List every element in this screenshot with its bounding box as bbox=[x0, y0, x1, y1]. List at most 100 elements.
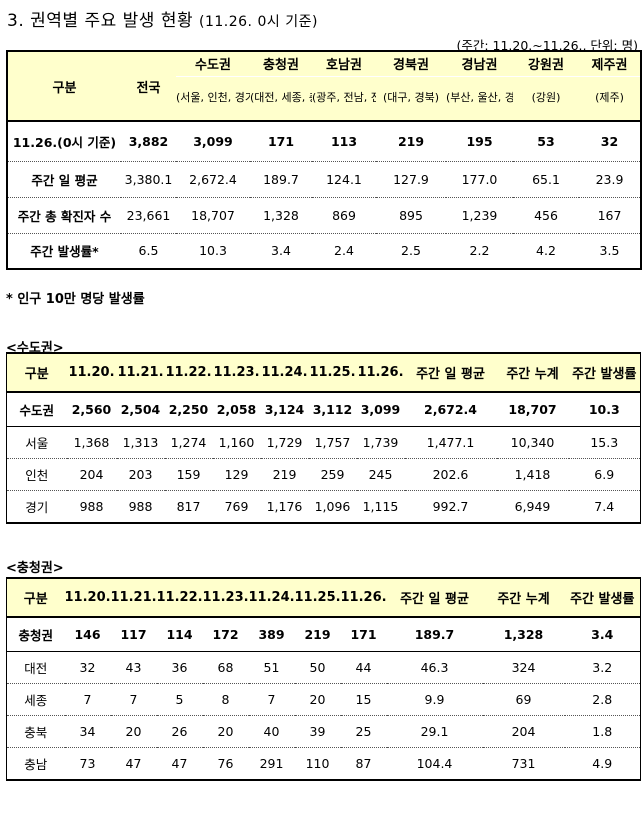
region-detail: (대전, 세종, 충남, 충북) bbox=[250, 76, 312, 122]
region-detail: (광주, 전남, 전북) bbox=[312, 76, 376, 122]
cell-value: 219 bbox=[376, 121, 446, 162]
cell-value: 324 bbox=[482, 651, 565, 684]
cell-value: 46.3 bbox=[386, 651, 483, 684]
cell-value: 127.9 bbox=[376, 161, 446, 198]
cell-value: 39 bbox=[294, 715, 341, 748]
cell-value: 171 bbox=[340, 617, 387, 652]
cell-value: 1,757 bbox=[308, 426, 357, 459]
region-name: 제주권 bbox=[579, 51, 641, 77]
cell-value: 895 bbox=[376, 197, 446, 234]
region-name: 경남권 bbox=[446, 51, 513, 77]
cell-value: 40 bbox=[248, 715, 295, 748]
column-header: 주간 일 평균 bbox=[404, 353, 497, 393]
cell-value: 23.9 bbox=[579, 161, 641, 198]
cell-value: 34 bbox=[64, 715, 111, 748]
cell-value: 202.6 bbox=[404, 458, 497, 491]
cell-value: 988 bbox=[128, 499, 153, 514]
summary-row: 주간 일 평균 3,380.1 2,672.4 189.7 124.1 127.9 177.… bbox=[7, 161, 641, 198]
cell-value: 32 bbox=[64, 651, 111, 684]
cell-value: 3,112 bbox=[308, 392, 357, 427]
cell-value: 47 bbox=[171, 756, 188, 771]
table-row: 서울 1,368 1,313 1,274 1,160 1,729 1,757 1,739 1,4… bbox=[6, 426, 641, 459]
cell-value: 2,672.4 bbox=[176, 161, 250, 198]
cell-value: 769 bbox=[224, 499, 249, 514]
cell-value: 43 bbox=[110, 651, 157, 684]
region-detail: (강원) bbox=[513, 76, 579, 122]
column-header: 11.22. bbox=[156, 578, 203, 618]
table-row: 충남 73 47 47 76 291 110 87 104.4 731 4.9 bbox=[7, 748, 641, 781]
column-header: 구분 bbox=[6, 353, 67, 393]
cell-value: 113 bbox=[312, 121, 376, 162]
column-header: 주간 일 평균 bbox=[386, 578, 483, 618]
cell-value: 18,707 bbox=[496, 392, 569, 427]
cell-value: 5 bbox=[156, 683, 203, 716]
region-name: 충청권 bbox=[250, 51, 312, 77]
cell-value: 1,176 bbox=[266, 499, 303, 514]
region-name: 경북권 bbox=[376, 51, 446, 77]
cell-value: 7.4 bbox=[594, 499, 615, 514]
title-main: 3. 권역별 주요 발생 현황 bbox=[7, 11, 194, 31]
cell-value: 159 bbox=[164, 458, 213, 491]
cell-value: 73 bbox=[79, 756, 96, 771]
cell-value: 3,099 bbox=[356, 392, 405, 427]
column-header: 11.26. bbox=[356, 353, 405, 393]
region-detail: (제주) bbox=[579, 76, 641, 122]
table-row: 충북 34 20 26 20 40 39 25 29.1 204 1.8 bbox=[6, 715, 641, 748]
cell-value: 20 bbox=[294, 683, 341, 716]
cell-value: 146 bbox=[64, 617, 111, 652]
cell-value: 1,328 bbox=[482, 617, 565, 652]
row-label: 세종 bbox=[6, 683, 65, 716]
cell-value: 20 bbox=[110, 715, 157, 748]
regions-summary-table: 구분 전국 수도권 충청권 호남권 경북권 경남권 강원권 제주권 (서울, 인… bbox=[6, 50, 642, 270]
column-header: 주간 누계 bbox=[482, 578, 565, 618]
cell-value: 259 bbox=[308, 458, 357, 491]
cell-value: 124.1 bbox=[312, 161, 376, 198]
cell-value: 1,160 bbox=[212, 426, 261, 459]
cell-value: 2,250 bbox=[164, 392, 213, 427]
cell-value: 1,739 bbox=[356, 426, 405, 459]
chungcheong-area-table: 구분 11.20. 11.21. 11.22. 11.23. 11.24. 11.25. 11… bbox=[6, 577, 641, 781]
table-row: 세종 7 7 5 8 7 20 15 9.9 69 2.8 bbox=[6, 683, 641, 716]
cell-value: 20 bbox=[202, 715, 249, 748]
row-label: 수도권 bbox=[6, 392, 67, 427]
cell-value: 68 bbox=[202, 651, 249, 684]
cell-value: 2.2 bbox=[469, 243, 490, 259]
section-label-chungcheong: <충청권> bbox=[6, 561, 64, 576]
column-header: 11.22. bbox=[164, 353, 213, 393]
summary-row: 11.26.(0시 기준) 3,882 3,099 171 113 219 195 53 32 bbox=[7, 121, 641, 162]
cell-value: 1,115 bbox=[362, 499, 399, 514]
cell-value: 456 bbox=[513, 197, 579, 234]
cell-value: 6,949 bbox=[514, 499, 551, 514]
header-row: 구분 11.20. 11.21. 11.22. 11.23. 11.24. 11.25. 11… bbox=[6, 353, 641, 393]
table-row: 경기 988 988 817 769 1,176 1,096 1,115 992.7 6,949 7… bbox=[7, 491, 641, 524]
column-header: 주간 발생률 bbox=[564, 578, 641, 618]
cell-value: 7 bbox=[110, 683, 157, 716]
column-header: 주간 발생률 bbox=[568, 353, 641, 393]
cell-value: 25 bbox=[340, 715, 387, 748]
cell-value: 204 bbox=[66, 458, 117, 491]
cell-value: 2,560 bbox=[66, 392, 117, 427]
region-detail: (부산, 울산, 경남) bbox=[446, 76, 513, 122]
cell-value: 2.8 bbox=[564, 683, 641, 716]
cell-value: 50 bbox=[294, 651, 341, 684]
region-detail: (대구, 경북) bbox=[376, 76, 446, 122]
cell-value: 7 bbox=[248, 683, 295, 716]
cell-value: 104.4 bbox=[416, 756, 453, 771]
cell-value: 817 bbox=[176, 499, 201, 514]
cell-value: 171 bbox=[250, 121, 312, 162]
cell-value: 3.4 bbox=[271, 243, 291, 259]
cell-value: 69 bbox=[482, 683, 565, 716]
cell-value: 172 bbox=[202, 617, 249, 652]
cell-value: 177.0 bbox=[446, 161, 513, 198]
cell-value: 29.1 bbox=[386, 715, 483, 748]
row-label: 충북 bbox=[6, 715, 65, 748]
column-header: 11.23. bbox=[202, 578, 249, 618]
row-label: 주간 총 확진자 수 bbox=[7, 197, 121, 234]
cell-value: 6.9 bbox=[568, 458, 641, 491]
cell-value: 1,274 bbox=[164, 426, 213, 459]
cell-value: 18,707 bbox=[176, 197, 250, 234]
cell-value: 26 bbox=[156, 715, 203, 748]
cell-value: 2.4 bbox=[334, 243, 354, 259]
cell-value: 3.5 bbox=[599, 243, 620, 259]
cell-value: 992.7 bbox=[432, 499, 469, 514]
